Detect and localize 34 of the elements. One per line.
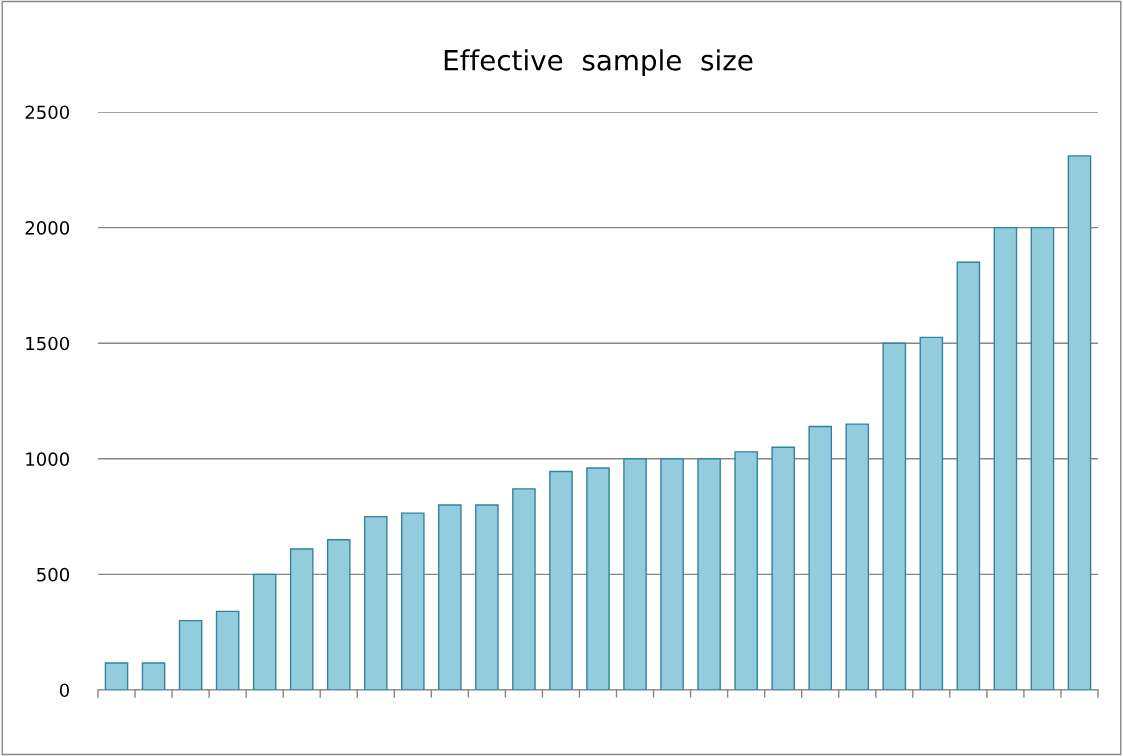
y-tick-label: 500	[37, 567, 70, 582]
bar	[734, 451, 758, 690]
bar	[326, 539, 351, 690]
bar	[438, 504, 462, 690]
y-tick-label: 1500	[26, 336, 70, 351]
bar	[104, 662, 129, 690]
bar	[363, 515, 388, 690]
y-tick-label: 2000	[25, 221, 70, 235]
bar	[623, 458, 647, 690]
bar	[882, 342, 907, 690]
bar	[771, 446, 795, 690]
bar	[1030, 226, 1055, 690]
bar	[660, 458, 684, 690]
bar	[993, 226, 1018, 690]
bar	[475, 504, 499, 690]
bar	[289, 548, 314, 690]
bar	[919, 336, 944, 690]
y-tick-label: 1000	[26, 452, 70, 466]
bar	[697, 458, 721, 690]
bar	[1067, 155, 1092, 690]
y-tick-label: 2500	[25, 105, 70, 120]
bar	[586, 467, 610, 690]
bar	[956, 261, 981, 690]
bar	[845, 423, 870, 690]
chart-title: Effective sample size	[444, 49, 753, 77]
bar	[141, 662, 166, 690]
bar	[808, 425, 833, 690]
bar	[215, 610, 240, 690]
bar	[178, 619, 203, 690]
bar	[401, 512, 425, 690]
y-tick-label: 0	[59, 683, 70, 698]
bar	[549, 470, 573, 690]
bar	[252, 573, 277, 690]
bar	[512, 488, 536, 690]
